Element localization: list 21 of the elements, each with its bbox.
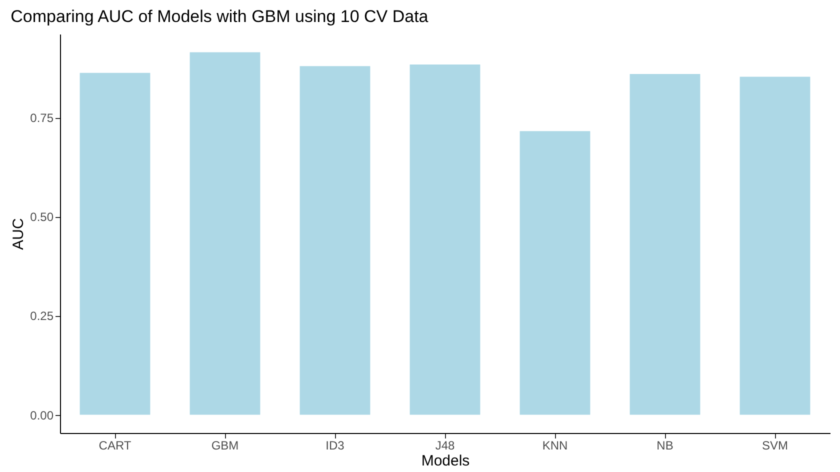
bar (300, 66, 370, 415)
y-tick-label: 0.50 (30, 210, 54, 224)
x-axis-title: Models (421, 452, 470, 470)
y-tick-label: 0.25 (30, 309, 54, 324)
bar (190, 52, 260, 415)
bar (410, 64, 480, 415)
bar (520, 131, 590, 415)
x-tick-label: NB (656, 438, 674, 452)
chart-title: Comparing AUC of Models with GBM using 10 CV Data (10, 7, 429, 26)
x-tick-label: CART (98, 438, 132, 452)
bar (80, 72, 150, 415)
bar (630, 74, 700, 415)
y-axis-title: AUC (10, 218, 28, 250)
x-tick-label: GBM (211, 438, 239, 452)
x-tick-label: J48 (435, 438, 455, 452)
x-tick-label: ID3 (326, 438, 345, 452)
x-tick-label: SVM (762, 438, 788, 452)
y-tick-label: 0.75 (30, 111, 54, 126)
bar (740, 76, 810, 415)
y-tick-label: 0.00 (30, 408, 54, 422)
x-tick-label: KNN (542, 438, 568, 452)
